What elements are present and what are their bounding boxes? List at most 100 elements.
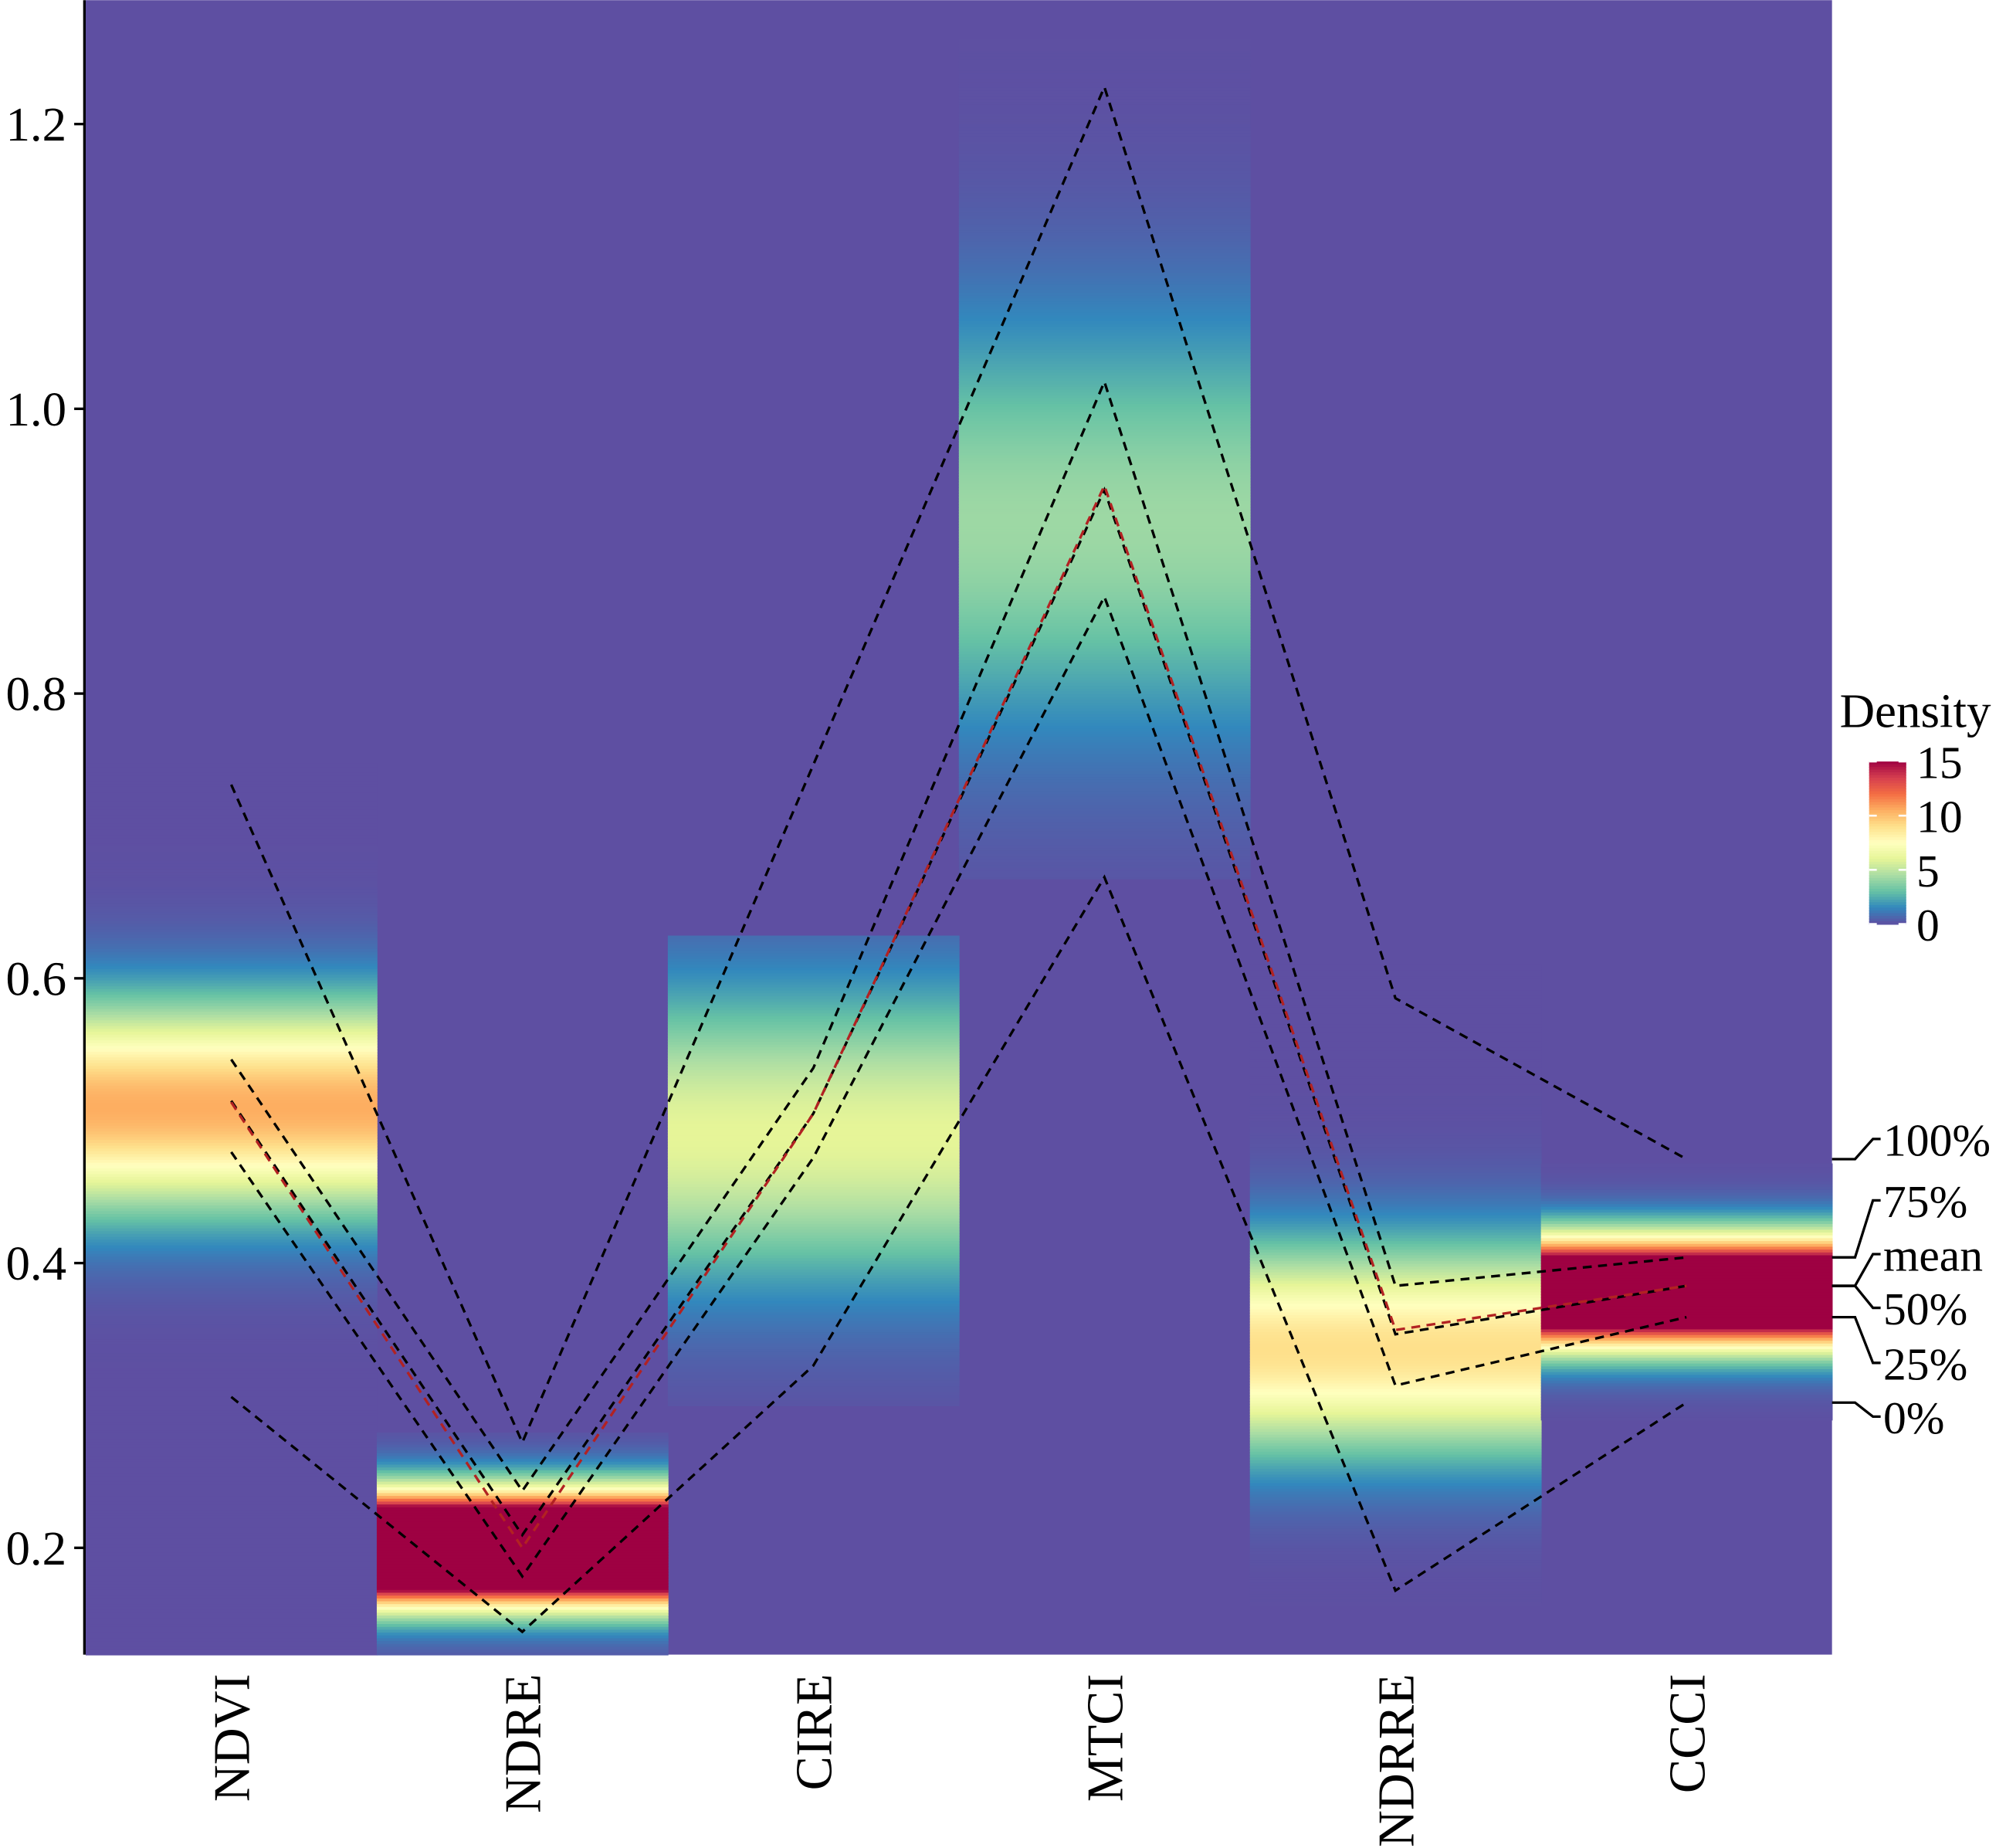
density-cell bbox=[86, 1568, 378, 1573]
density-cell bbox=[86, 1643, 378, 1647]
density-cell bbox=[1249, 1433, 1542, 1438]
density-cell bbox=[1540, 1340, 1833, 1344]
density-cell bbox=[376, 1632, 669, 1636]
density-cell bbox=[86, 888, 378, 893]
density-cell bbox=[667, 1175, 960, 1178]
density-cell bbox=[1249, 1268, 1542, 1273]
density-cell bbox=[958, 867, 1251, 871]
density-cell bbox=[958, 619, 1251, 623]
density-cell bbox=[1249, 1001, 1542, 1005]
density-cell bbox=[1540, 1305, 1833, 1310]
density-cell bbox=[958, 58, 1251, 63]
density-cell bbox=[1540, 1391, 1833, 1395]
colorbar-cell bbox=[1869, 783, 1906, 787]
density-cell bbox=[667, 1035, 960, 1039]
density-cell bbox=[86, 1276, 378, 1280]
density-cell bbox=[1249, 1482, 1542, 1487]
density-cell bbox=[958, 480, 1251, 484]
density-cell bbox=[667, 1143, 960, 1148]
density-cell bbox=[958, 263, 1251, 267]
density-cell bbox=[1249, 1368, 1542, 1372]
density-cell bbox=[1540, 1374, 1833, 1378]
density-cell bbox=[958, 101, 1251, 105]
density-cell bbox=[1249, 1514, 1542, 1517]
density-cell bbox=[1249, 1058, 1542, 1062]
density-cell bbox=[1249, 1143, 1542, 1148]
density-cell bbox=[958, 568, 1251, 572]
density-cell bbox=[1249, 1522, 1542, 1526]
density-cell bbox=[1249, 1260, 1542, 1264]
density-cell bbox=[86, 1190, 378, 1195]
density-cell bbox=[1249, 1104, 1542, 1107]
density-cell bbox=[667, 992, 960, 996]
density-cell bbox=[1540, 1232, 1833, 1236]
density-cell bbox=[667, 1058, 960, 1062]
density-cell bbox=[1249, 981, 1542, 985]
density-cell bbox=[958, 736, 1251, 741]
density-cell bbox=[1249, 1251, 1542, 1256]
density-cell bbox=[1249, 1504, 1542, 1509]
density-cell bbox=[86, 1330, 378, 1334]
density-cell bbox=[86, 1187, 378, 1192]
density-cell bbox=[86, 803, 378, 807]
density-cell bbox=[86, 812, 378, 815]
density-cell bbox=[667, 1371, 960, 1375]
density-cell bbox=[667, 935, 960, 940]
density-cell bbox=[958, 707, 1251, 712]
density-cell bbox=[667, 1317, 960, 1321]
legend-label: 0% bbox=[1883, 1392, 1944, 1443]
density-cell bbox=[1540, 1286, 1833, 1290]
density-cell bbox=[958, 582, 1251, 586]
density-cell bbox=[86, 851, 378, 856]
density-cell bbox=[958, 289, 1251, 293]
density-cell bbox=[86, 877, 378, 881]
density-cell bbox=[1249, 1445, 1542, 1450]
density-cell bbox=[1249, 1046, 1542, 1051]
density-cell bbox=[958, 155, 1251, 159]
density-cell bbox=[376, 1512, 669, 1516]
density-cell bbox=[667, 1004, 960, 1008]
density-cell bbox=[1540, 1166, 1833, 1170]
density-cell bbox=[1540, 1288, 1833, 1293]
density-cell bbox=[86, 985, 378, 989]
density-cell bbox=[958, 539, 1251, 544]
density-cell bbox=[958, 144, 1251, 148]
density-cell bbox=[958, 306, 1251, 310]
legend-connector bbox=[1831, 1315, 1881, 1365]
legend-label: 100% bbox=[1883, 1114, 1991, 1165]
density-cell bbox=[86, 1418, 378, 1422]
colorbar-cell bbox=[1869, 791, 1906, 795]
density-cell bbox=[376, 1546, 669, 1551]
density-cell bbox=[958, 716, 1251, 721]
density-cell bbox=[1249, 1155, 1542, 1159]
density-cell bbox=[1540, 1334, 1833, 1338]
density-cell bbox=[958, 685, 1251, 689]
density-cell bbox=[1540, 1266, 1833, 1270]
density-cell bbox=[667, 1237, 960, 1242]
density-cell bbox=[86, 957, 378, 961]
colorbar-cell bbox=[1869, 888, 1906, 893]
density-cell bbox=[958, 773, 1251, 778]
density-cell bbox=[1249, 1163, 1542, 1168]
density-cell bbox=[376, 1580, 669, 1585]
density-cell bbox=[86, 1460, 378, 1465]
density-cell bbox=[1249, 1141, 1542, 1144]
density-cell bbox=[86, 1028, 378, 1033]
density-cell bbox=[958, 360, 1251, 365]
density-cell bbox=[1249, 1126, 1542, 1131]
density-cell bbox=[1249, 1499, 1542, 1504]
density-cell bbox=[958, 841, 1251, 846]
density-cell bbox=[376, 1500, 669, 1505]
density-cell bbox=[1249, 1286, 1542, 1290]
colorbar-cell bbox=[1869, 788, 1906, 792]
density-cell bbox=[1249, 1507, 1542, 1512]
density-cell bbox=[86, 1207, 378, 1212]
density-cell bbox=[86, 1381, 378, 1385]
density-cell bbox=[1540, 1205, 1833, 1210]
density-cell bbox=[958, 819, 1251, 823]
density-cell bbox=[1249, 1465, 1542, 1470]
density-cell bbox=[958, 454, 1251, 459]
density-cell bbox=[86, 1116, 378, 1121]
density-cell bbox=[376, 1620, 669, 1625]
density-cell bbox=[86, 809, 378, 813]
